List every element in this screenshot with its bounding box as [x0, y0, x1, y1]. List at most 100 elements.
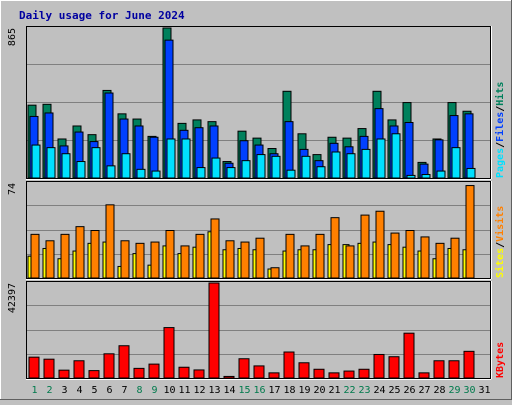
x-tick-label: 27: [418, 385, 430, 396]
bar-pages: [151, 170, 161, 179]
legend-separator: /: [495, 142, 506, 148]
bar-visits: [45, 240, 55, 279]
x-tick-label: 12: [193, 385, 205, 396]
x-tick-label: 5: [91, 385, 97, 396]
x-tick-label: 6: [106, 385, 112, 396]
bar-visits: [450, 237, 460, 279]
bar-pages: [376, 138, 386, 179]
legend-entry-sites: Sites: [494, 248, 506, 278]
bar-pages: [46, 147, 56, 179]
panels-layer: 865Pages/Files/Hits74Sites/Visits42397KB…: [7, 26, 506, 380]
bar-files: [404, 122, 414, 179]
bar-kbytes: [433, 360, 445, 379]
chart-title: Daily usage for June 2024: [19, 9, 185, 22]
bar-kbytes: [238, 358, 250, 379]
bar-kbytes: [313, 368, 325, 379]
bar-kbytes: [88, 370, 100, 379]
bar-visits: [465, 185, 475, 279]
x-tick-label: 29: [448, 385, 460, 396]
bar-pages: [166, 138, 176, 179]
bar-kbytes: [58, 369, 70, 379]
x-tick-label: 22: [343, 385, 355, 396]
legend-entry-kbytes: KBytes: [495, 342, 506, 378]
x-tick-label: 20: [313, 385, 325, 396]
x-tick-label: 18: [283, 385, 295, 396]
bar-kbytes: [298, 362, 310, 379]
bar-files: [284, 121, 294, 179]
bar-visits: [375, 210, 385, 279]
bar-pages: [256, 154, 266, 179]
x-tick-label: 11: [178, 385, 190, 396]
bar-visits: [330, 217, 340, 279]
bar-visits: [120, 240, 130, 279]
bar-kbytes: [448, 360, 460, 379]
bar-pages: [181, 138, 191, 179]
bar-visits: [195, 233, 205, 279]
bar-visits: [165, 230, 175, 279]
bar-visits: [420, 236, 430, 279]
bar-kbytes: [328, 372, 340, 379]
bar-visits: [300, 245, 310, 279]
bar-visits: [135, 242, 145, 279]
x-tick-label: 21: [328, 385, 340, 396]
bar-pages: [241, 160, 251, 179]
bar-visits: [360, 214, 370, 279]
bar-kbytes: [253, 365, 265, 379]
panel-visits-sites: 74 Sites/Visits: [7, 181, 506, 280]
bar-visits: [240, 241, 250, 279]
bar-files: [104, 92, 114, 179]
bar-kbytes: [118, 345, 130, 379]
legend-entry-hits: Hits: [494, 82, 506, 106]
x-tick-label: 24: [373, 385, 385, 396]
bar-pages: [61, 153, 71, 179]
bar-kbytes: [268, 372, 280, 379]
x-tick-label: 28: [433, 385, 445, 396]
x-tick-label: 23: [358, 385, 370, 396]
panel-kbytes: 42397 KBytes: [7, 281, 506, 380]
bar-pages: [226, 167, 236, 179]
bar-visits: [150, 241, 160, 279]
bar-pages: [196, 167, 206, 179]
bar-visits: [405, 230, 415, 279]
bar-pages: [136, 168, 146, 179]
bar-kbytes: [343, 370, 355, 379]
bar-pages: [271, 155, 281, 179]
bar-kbytes: [28, 356, 40, 379]
bar-visits: [225, 240, 235, 279]
bar-kbytes: [208, 282, 220, 379]
bar-pages: [361, 148, 371, 179]
bar-kbytes: [223, 375, 235, 379]
bar-kbytes: [178, 366, 190, 379]
bar-pages: [466, 167, 476, 179]
x-tick-label: 26: [403, 385, 415, 396]
x-tick-label: 2: [46, 385, 52, 396]
bar-visits: [255, 237, 265, 279]
x-tick-label: 19: [298, 385, 310, 396]
bar-visits: [270, 267, 280, 279]
x-tick-label: 30: [463, 385, 475, 396]
y-axis-max-label: 865: [7, 28, 18, 46]
legend-hits-files-pages: Pages/Files/Hits: [494, 82, 506, 178]
bar-kbytes: [193, 369, 205, 379]
bar-kbytes: [403, 332, 415, 379]
y-axis-max-label: 74: [7, 183, 18, 195]
bar-visits: [315, 233, 325, 279]
bar-pages: [346, 153, 356, 179]
bar-visits: [90, 230, 100, 279]
x-tick-label: 1: [31, 385, 37, 396]
bar-pages: [301, 155, 311, 179]
legend-separator: /: [495, 242, 506, 248]
y-axis-max-label: 42397: [7, 283, 18, 313]
bar-pages: [76, 161, 86, 179]
legend-entry-files: Files: [494, 112, 506, 142]
bar-pages: [421, 174, 431, 179]
bar-pages: [211, 157, 221, 179]
x-tick-label: 31: [478, 385, 490, 396]
bar-kbytes: [133, 367, 145, 379]
bar-visits: [210, 218, 220, 279]
bar-kbytes: [43, 358, 55, 379]
bar-kbytes: [163, 327, 175, 379]
